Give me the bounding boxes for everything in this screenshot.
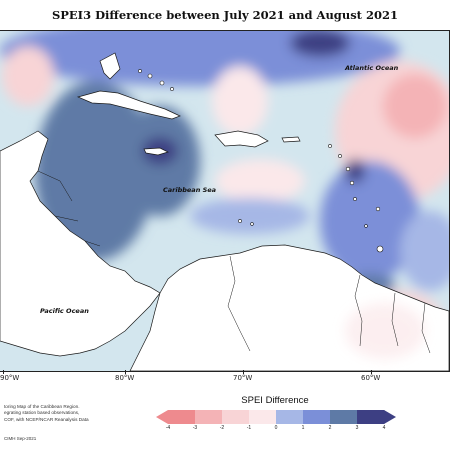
legend-segment bbox=[276, 410, 304, 424]
legend-segment bbox=[195, 410, 223, 424]
island-antilles-7 bbox=[364, 224, 368, 228]
legend-colorbar bbox=[156, 409, 396, 428]
lon-label-60w: 60°W bbox=[361, 374, 381, 382]
small-islands bbox=[138, 69, 384, 253]
island-abc-1 bbox=[238, 219, 242, 223]
credit-line-1: toring Map of the Caribbean Region. bbox=[4, 404, 80, 409]
lon-label-80w: 80°W bbox=[115, 374, 135, 382]
legend-tick-label: -3 bbox=[192, 425, 198, 431]
island-antilles-2 bbox=[338, 154, 342, 158]
legend-segment bbox=[168, 410, 196, 424]
legend-tick-label: 2 bbox=[328, 425, 332, 431]
blob-dark-ne bbox=[290, 31, 350, 57]
legend-tick-label: -4 bbox=[165, 425, 171, 431]
legend-bar-svg bbox=[156, 410, 396, 424]
island-antilles-6 bbox=[375, 206, 381, 212]
credit-text: toring Map of the Caribbean Region. egra… bbox=[4, 404, 154, 423]
legend-segment bbox=[330, 410, 358, 424]
border-ca-3 bbox=[84, 240, 101, 247]
hispaniola-island bbox=[214, 130, 269, 148]
island-trinidad bbox=[376, 245, 384, 253]
legend-tick-label: 0 bbox=[274, 425, 278, 431]
legend-arrow-right bbox=[384, 410, 396, 424]
border-suriname-fg bbox=[421, 302, 431, 354]
blob-dark-lesser bbox=[345, 159, 365, 183]
legend-segment bbox=[303, 410, 331, 424]
puerto-rico-island bbox=[281, 136, 301, 143]
lon-tick-60w bbox=[371, 370, 372, 374]
lon-tick-90w bbox=[3, 370, 4, 374]
blob-pink-sa-coast bbox=[345, 303, 425, 359]
credit-line-3: COF, with NCEP/NCAR Reanalysis Data bbox=[4, 416, 89, 422]
island-antilles-3 bbox=[345, 166, 351, 172]
blob-blue-lesser-antilles bbox=[320, 161, 420, 281]
legend-tick-label: 4 bbox=[382, 425, 386, 431]
island-abc-2 bbox=[250, 222, 254, 226]
cuba-island bbox=[76, 90, 181, 120]
lon-tick-80w bbox=[125, 370, 126, 374]
island-bahamas-2 bbox=[159, 80, 165, 86]
legend-segment bbox=[222, 410, 250, 424]
border-ca-2 bbox=[54, 215, 79, 222]
blob-blue-east bbox=[400, 211, 449, 291]
blob-pink-atlantic-core bbox=[383, 74, 447, 138]
lon-tick-70w bbox=[243, 370, 244, 374]
border-colombia-venezuela bbox=[227, 255, 251, 352]
spei-map bbox=[0, 31, 449, 371]
legend-tick-label: -1 bbox=[246, 425, 252, 431]
island-bahamas-1 bbox=[147, 73, 153, 79]
credit-line-2: egrating station based observations, bbox=[4, 410, 80, 416]
blob-pink-hispaniola bbox=[215, 159, 305, 203]
lon-label-70w: 70°W bbox=[233, 374, 253, 382]
legend-segment bbox=[249, 410, 277, 424]
label-pacific-ocean: Pacific Ocean bbox=[40, 307, 89, 315]
jamaica-island bbox=[143, 147, 169, 156]
lon-label-90w: 90°W bbox=[0, 374, 20, 382]
legend-segment bbox=[357, 410, 385, 424]
credit-date: CIMH Sep-2021 bbox=[4, 436, 37, 441]
map-title: SPEI3 Difference between July 2021 and A… bbox=[51, 8, 399, 22]
island-bahamas-3 bbox=[170, 87, 174, 91]
island-bahamas-4 bbox=[138, 69, 142, 73]
florida-tip bbox=[99, 52, 121, 80]
map-frame: Atlantic Ocean Caribbean Sea Pacific Oce… bbox=[0, 30, 450, 372]
blob-pink-nw bbox=[2, 46, 54, 106]
blob-blue-south bbox=[190, 198, 310, 234]
legend-tick-label: 3 bbox=[355, 425, 359, 431]
central-america-land bbox=[0, 130, 161, 357]
border-venezuela-guyana bbox=[354, 274, 363, 347]
legend-tick-label: 1 bbox=[301, 425, 305, 431]
island-antilles-4 bbox=[349, 180, 355, 186]
legend-tick-label: -2 bbox=[219, 425, 225, 431]
border-guyana-suriname bbox=[391, 292, 399, 347]
blob-slate-west bbox=[35, 81, 155, 261]
label-caribbean-sea: Caribbean Sea bbox=[163, 186, 217, 194]
borders bbox=[37, 170, 431, 354]
border-ca-1 bbox=[37, 170, 73, 202]
legend-title: SPEI Difference bbox=[241, 395, 309, 406]
island-antilles-5 bbox=[353, 197, 357, 201]
blob-pink-central bbox=[212, 66, 268, 136]
label-atlantic-ocean: Atlantic Ocean bbox=[345, 64, 399, 72]
legend-arrow-left bbox=[156, 410, 168, 424]
island-antilles-1 bbox=[328, 144, 332, 148]
